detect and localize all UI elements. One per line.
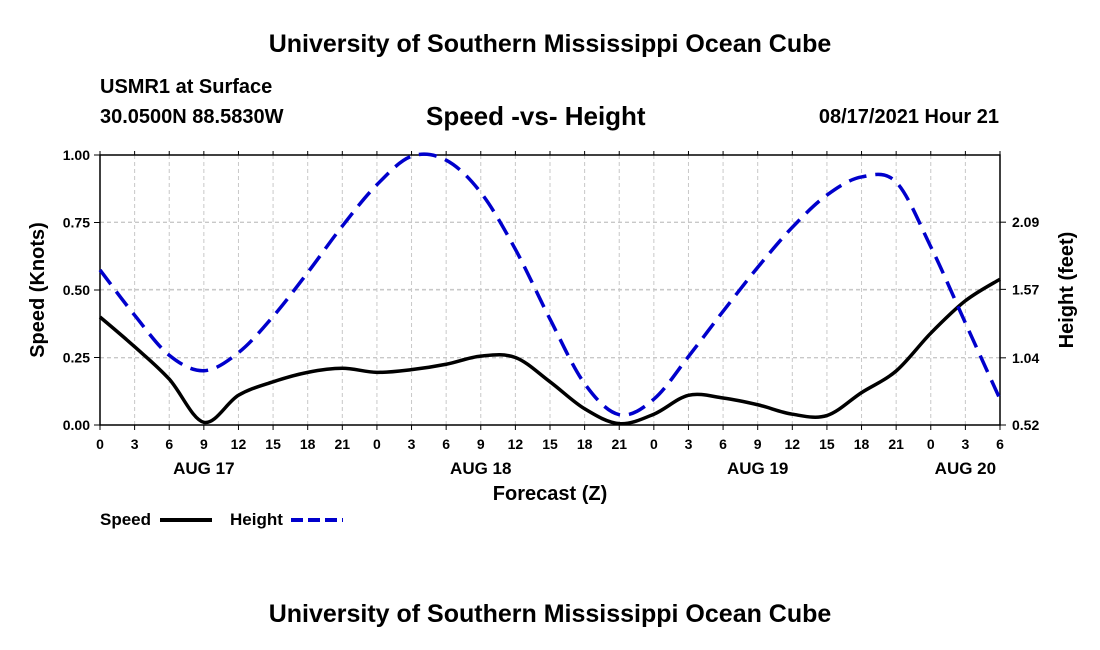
y-left-axis-title: Speed (Knots) bbox=[27, 222, 49, 358]
x-tick-label: 3 bbox=[685, 436, 693, 452]
height-series-line bbox=[98, 152, 1002, 417]
x-tick-label: 21 bbox=[888, 436, 904, 452]
x-tick-label: 21 bbox=[611, 436, 627, 452]
x-tick-label: 9 bbox=[477, 436, 485, 452]
x-date-label: AUG 18 bbox=[450, 459, 511, 478]
x-tick-label: 18 bbox=[300, 436, 316, 452]
x-date-label: AUG 19 bbox=[727, 459, 788, 478]
y-left-tick-label: 0.00 bbox=[63, 417, 90, 433]
x-tick-label: 6 bbox=[719, 436, 727, 452]
x-tick-label: 18 bbox=[577, 436, 593, 452]
x-tick-label: 3 bbox=[408, 436, 416, 452]
y-right-tick-label: 2.09 bbox=[1012, 214, 1039, 230]
x-tick-label: 0 bbox=[650, 436, 658, 452]
page-title: University of Southern Mississippi Ocean… bbox=[268, 30, 832, 58]
chart-axes bbox=[94, 151, 1006, 430]
speed-height-chart: 0 3 6 9 12 15 18 21 0 3 6 9 12 15 18 21 0 3 6 9 12 15 18 21 0 3 6A… bbox=[27, 147, 1078, 529]
y-left-tick-label: 0.50 bbox=[63, 282, 90, 298]
chart-title: Speed -vs- Height bbox=[426, 101, 646, 131]
x-tick-label: 15 bbox=[819, 436, 835, 452]
chart-legend: Speed Height bbox=[100, 510, 343, 529]
y-right-tick-label: 1.04 bbox=[1012, 350, 1039, 366]
x-date-label: AUG 17 bbox=[173, 459, 234, 478]
x-tick-label: 12 bbox=[508, 436, 524, 452]
y-left-tick-label: 1.00 bbox=[63, 147, 90, 163]
station-label: USMR1 at Surface bbox=[100, 76, 273, 98]
y-left-tick-label: 0.75 bbox=[63, 215, 90, 231]
footer-title: University of Southern Mississippi Ocean… bbox=[268, 600, 832, 628]
x-tick-label: 15 bbox=[265, 436, 281, 452]
x-tick-label: 0 bbox=[927, 436, 935, 452]
x-tick-label: 15 bbox=[542, 436, 558, 452]
speed-series-line bbox=[98, 277, 1001, 426]
x-axis-title: Forecast (Z) bbox=[493, 483, 607, 505]
x-tick-label: 6 bbox=[165, 436, 173, 452]
height-data-point bbox=[306, 271, 309, 274]
x-tick-label: 18 bbox=[854, 436, 870, 452]
chart-series bbox=[98, 152, 1002, 426]
x-tick-label: 9 bbox=[754, 436, 762, 452]
x-tick-label: 0 bbox=[96, 436, 104, 452]
forecast-datetime: 08/17/2021 Hour 21 bbox=[818, 106, 999, 128]
y-left-tick-label: 0.25 bbox=[63, 350, 90, 366]
x-tick-label: 12 bbox=[231, 436, 247, 452]
chart-grid bbox=[99, 154, 1001, 426]
x-tick-label: 21 bbox=[335, 436, 351, 452]
x-tick-label: 6 bbox=[442, 436, 450, 452]
x-tick-label: 3 bbox=[961, 436, 969, 452]
x-tick-label: 6 bbox=[996, 436, 1004, 452]
legend-speed-label: Speed bbox=[100, 510, 151, 529]
x-tick-label: 0 bbox=[373, 436, 381, 452]
x-tick-label: 3 bbox=[131, 436, 139, 452]
chart-labels: 0 3 6 9 12 15 18 21 0 3 6 9 12 15 18 21 0 3 6 9 12 15 18 21 0 3 6A… bbox=[27, 147, 1078, 505]
y-right-tick-label: 0.52 bbox=[1012, 417, 1039, 433]
x-tick-label: 12 bbox=[785, 436, 801, 452]
x-tick-label: 9 bbox=[200, 436, 208, 452]
legend-height-label: Height bbox=[230, 510, 283, 529]
y-right-axis-title: Height (feet) bbox=[1056, 232, 1078, 349]
y-right-tick-label: 1.57 bbox=[1012, 281, 1039, 297]
x-date-label: AUG 20 bbox=[935, 459, 996, 478]
station-coordinates: 30.0500N 88.5830W bbox=[100, 106, 284, 128]
